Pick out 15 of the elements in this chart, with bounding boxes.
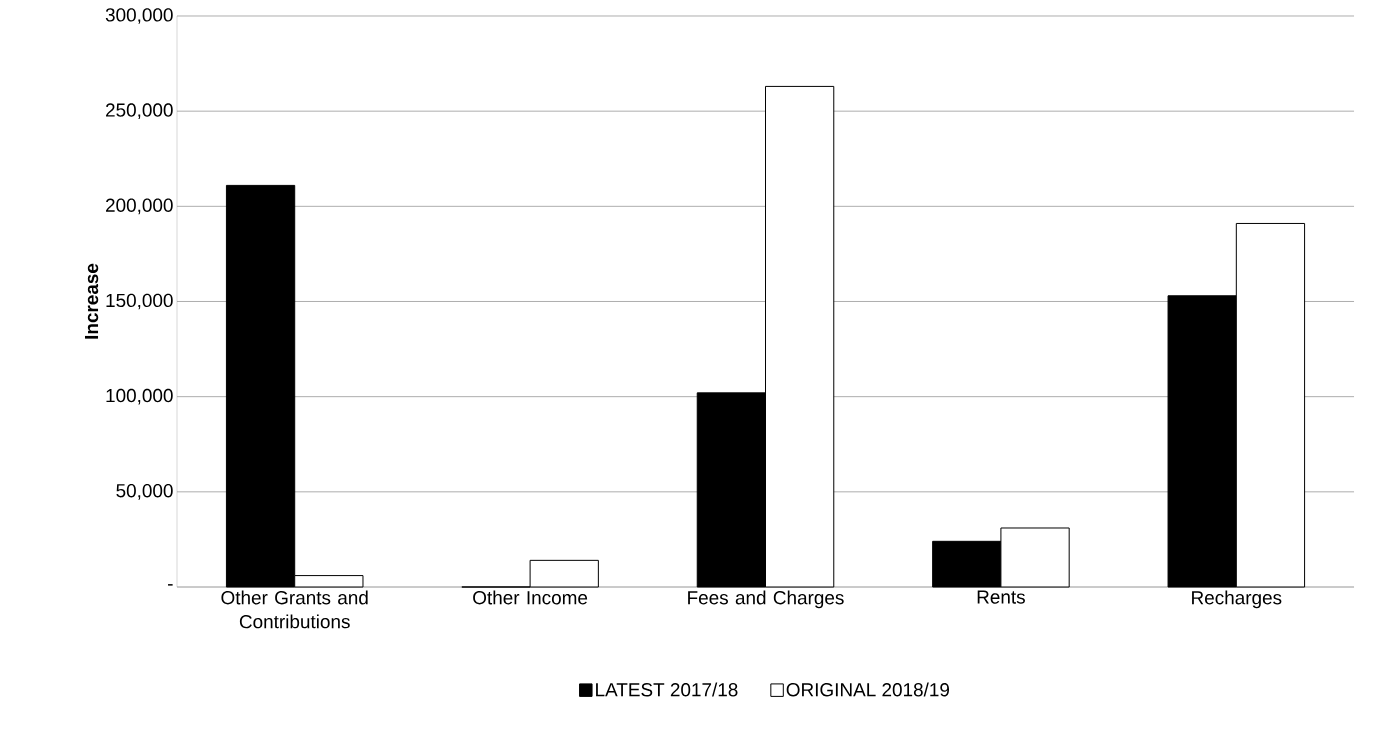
legend-label: LATEST 2017/18 bbox=[596, 682, 738, 697]
x-tick-label: Recharges bbox=[1192, 590, 1282, 609]
y-tick-label: 200,000 bbox=[106, 198, 173, 215]
y-tick-label: 50,000 bbox=[116, 484, 173, 500]
y-tick-label: 150,000 bbox=[106, 293, 173, 310]
x-tick-label: Fees and Charges bbox=[688, 590, 844, 609]
y-tick-label: 250,000 bbox=[106, 103, 173, 119]
y-axis-title: Increase bbox=[85, 263, 99, 339]
x-tick-label: Other Income bbox=[473, 590, 588, 605]
x-tick-label: Other Grants and Contributions bbox=[221, 590, 368, 629]
y-tick-label: 100,000 bbox=[106, 388, 173, 405]
y-tick-label: 300,000 bbox=[105, 8, 173, 24]
legend-label: ORIGINAL 2018/19 bbox=[786, 682, 950, 697]
x-tick-label: Rents bbox=[977, 590, 1025, 604]
y-tick-label: - bbox=[168, 584, 173, 586]
